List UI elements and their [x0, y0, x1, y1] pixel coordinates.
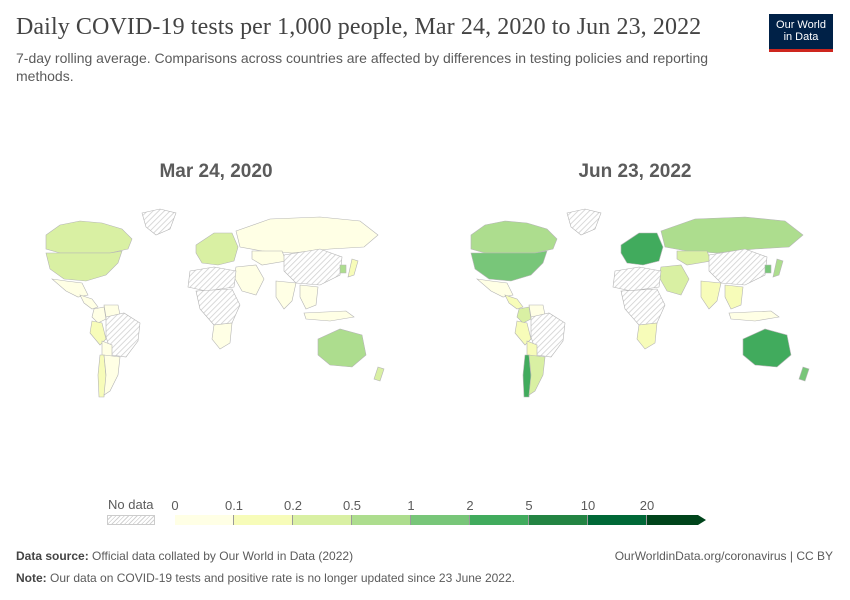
- legend-tick-label: 0.5: [342, 498, 362, 513]
- region-canada[interactable]: [45, 220, 133, 254]
- region-australia[interactable]: [317, 328, 367, 368]
- legend-tick-label: 10: [580, 498, 596, 513]
- region-china[interactable]: [283, 248, 343, 286]
- region-middle-east[interactable]: [658, 264, 690, 296]
- region-south-africa[interactable]: [211, 322, 233, 350]
- region-kazakhstan[interactable]: [251, 250, 287, 266]
- region-north-africa[interactable]: [612, 266, 662, 292]
- legend-tick-label: 0: [171, 498, 179, 513]
- legend-tick-label: 0.2: [283, 498, 303, 513]
- region-north-africa[interactable]: [187, 266, 237, 292]
- region-central-america[interactable]: [79, 294, 99, 310]
- region-brazil[interactable]: [105, 312, 141, 358]
- logo-line-2: in Data: [783, 31, 819, 43]
- legend-tick-label: 20: [639, 498, 655, 513]
- region-australia[interactable]: [742, 328, 792, 368]
- legend-bin[interactable]: [588, 515, 647, 525]
- region-southeast-asia[interactable]: [724, 284, 744, 310]
- region-indonesia[interactable]: [728, 310, 780, 322]
- region-argentina[interactable]: [103, 354, 121, 396]
- footer-note-label: Note:: [16, 571, 47, 585]
- legend-bin[interactable]: [647, 515, 698, 525]
- map-title-left: Mar 24, 2020: [159, 161, 273, 182]
- legend-no-data-swatch[interactable]: [107, 515, 155, 525]
- chart-title: Daily COVID-19 tests per 1,000 people, M…: [16, 14, 702, 40]
- footer-source-text: Official data collated by Our World in D…: [92, 549, 354, 563]
- legend-bin[interactable]: [175, 515, 234, 525]
- region-india[interactable]: [275, 280, 297, 310]
- legend-no-data-label: No data: [108, 497, 154, 512]
- region-colombia[interactable]: [516, 306, 532, 324]
- world-map-left[interactable]: [0, 205, 420, 405]
- region-greenland[interactable]: [566, 208, 602, 236]
- legend-arrow: [698, 515, 706, 525]
- region-central-america[interactable]: [504, 294, 524, 310]
- region-south-korea[interactable]: [764, 264, 772, 274]
- region-europe[interactable]: [620, 232, 664, 266]
- footer-url[interactable]: OurWorldinData.org/coronavirus | CC BY: [614, 549, 833, 563]
- region-mexico[interactable]: [476, 278, 514, 298]
- region-kazakhstan[interactable]: [676, 250, 712, 266]
- region-india[interactable]: [700, 280, 722, 310]
- legend-bin[interactable]: [529, 515, 588, 525]
- region-central-africa[interactable]: [620, 288, 666, 326]
- region-southeast-asia[interactable]: [299, 284, 319, 310]
- map-title-right: Jun 23, 2022: [578, 161, 692, 182]
- legend-bin[interactable]: [293, 515, 352, 525]
- region-brazil[interactable]: [530, 312, 566, 358]
- legend-bin[interactable]: [352, 515, 411, 525]
- footer-source-label: Data source:: [16, 549, 89, 563]
- region-united-states[interactable]: [45, 250, 123, 282]
- legend-tick-label: 2: [466, 498, 474, 513]
- region-united-states[interactable]: [470, 250, 548, 282]
- world-map-right[interactable]: [425, 205, 845, 405]
- region-mexico[interactable]: [51, 278, 89, 298]
- region-europe[interactable]: [195, 232, 239, 266]
- legend-tick-label: 0.1: [224, 498, 244, 513]
- region-china[interactable]: [708, 248, 768, 286]
- region-japan[interactable]: [772, 258, 784, 278]
- footer-note: Note: Our data on COVID-19 tests and pos…: [16, 571, 515, 585]
- region-russia[interactable]: [660, 216, 804, 254]
- logo-line-1: Our World: [776, 19, 826, 31]
- region-japan[interactable]: [347, 258, 359, 278]
- region-south-africa[interactable]: [636, 322, 658, 350]
- legend-bin[interactable]: [411, 515, 470, 525]
- legend-bin[interactable]: [470, 515, 529, 525]
- region-indonesia[interactable]: [303, 310, 355, 322]
- region-russia[interactable]: [235, 216, 379, 254]
- legend-bin[interactable]: [234, 515, 293, 525]
- region-central-africa[interactable]: [195, 288, 241, 326]
- footer-note-text: Our data on COVID-19 tests and positive …: [50, 571, 515, 585]
- region-new-zealand[interactable]: [798, 366, 810, 382]
- chart-subtitle: 7-day rolling average. Comparisons acros…: [16, 50, 709, 84]
- legend-tick-label: 1: [407, 498, 415, 513]
- region-middle-east[interactable]: [233, 264, 265, 296]
- region-south-korea[interactable]: [339, 264, 347, 274]
- owid-logo[interactable]: Our World in Data: [769, 14, 833, 52]
- region-greenland[interactable]: [141, 208, 177, 236]
- footer-source: Data source: Official data collated by O…: [16, 549, 353, 563]
- region-new-zealand[interactable]: [373, 366, 385, 382]
- color-legend: No data 0 0.1 0.2 0.5 1 2 5 10 20: [0, 495, 850, 535]
- region-canada[interactable]: [470, 220, 558, 254]
- legend-tick-label: 5: [525, 498, 533, 513]
- region-argentina[interactable]: [528, 354, 546, 396]
- region-colombia[interactable]: [91, 306, 107, 324]
